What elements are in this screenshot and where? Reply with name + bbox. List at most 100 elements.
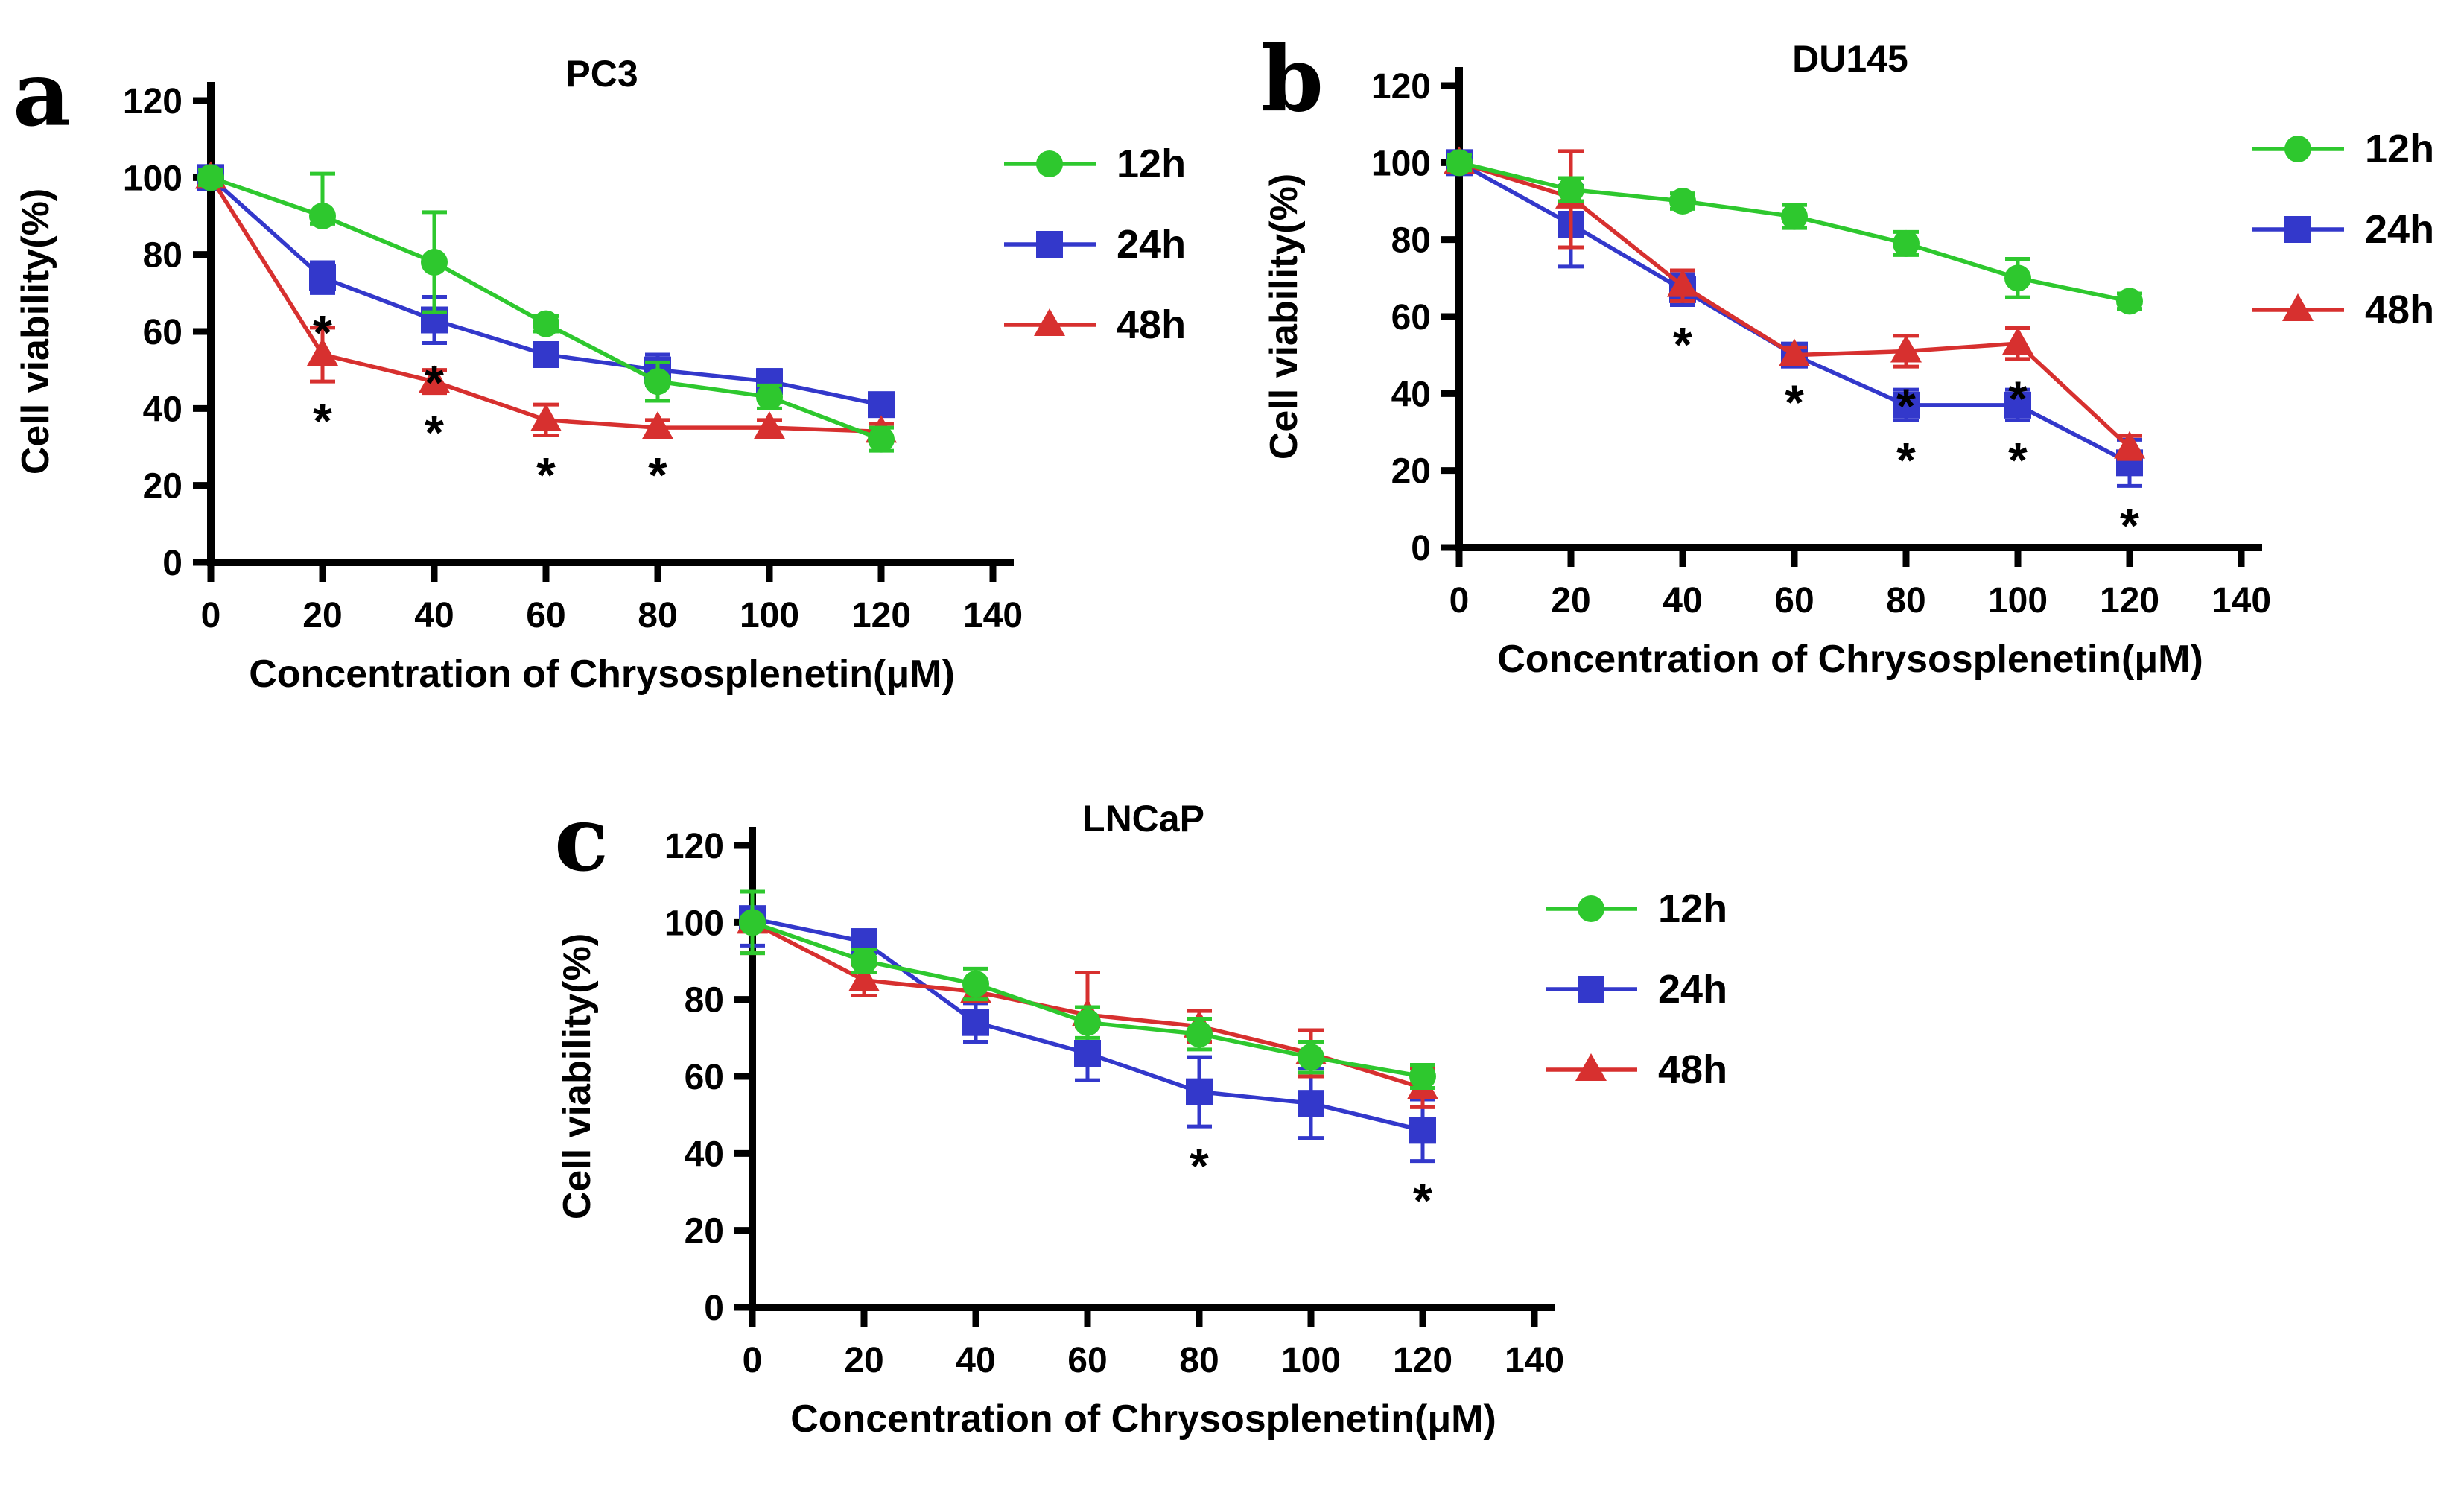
figure-root: a PC3 0 20 40 60 80 100 120 0 20 40 60 80 100 120 140 Con… xyxy=(10,22,2464,1441)
legend: 12h 24h 48h xyxy=(2252,127,2434,332)
x-tick-label: 20 xyxy=(1551,581,1590,621)
data-point-12h xyxy=(1074,1009,1101,1036)
data-point-12h xyxy=(756,383,783,410)
x-tick-label: 140 xyxy=(2211,581,2271,621)
legend: 12h 24h 48h xyxy=(1004,142,1186,347)
x-tick-label: 140 xyxy=(963,596,1023,635)
data-point-24h xyxy=(1409,1117,1436,1144)
x-tick-label: 120 xyxy=(1393,1341,1452,1380)
legend-label: 24h xyxy=(1117,222,1186,267)
y-axis-label: Cell viability(%) xyxy=(14,188,57,475)
x-tick-label: 100 xyxy=(740,596,799,635)
panel-letter: c xyxy=(554,787,609,892)
x-tick-label: 60 xyxy=(1067,1341,1107,1380)
y-tick-label: 80 xyxy=(1391,221,1431,261)
legend-entry-24h: 24h xyxy=(2252,207,2434,252)
legend-label: 48h xyxy=(2365,288,2434,332)
series-24h xyxy=(197,164,895,419)
y-tick-label: 120 xyxy=(664,827,724,866)
legend-label: 24h xyxy=(2365,207,2434,252)
panel-b: b DU145 0 20 40 60 80 100 120 0 20 40 60 80 100 120 140 C… xyxy=(1258,22,2464,741)
data-point-48h xyxy=(419,365,450,393)
y-tick-label: 40 xyxy=(685,1135,724,1174)
x-tick-label: 100 xyxy=(1988,581,2048,621)
x-tick-group: 0 20 40 60 80 100 120 140 xyxy=(1449,548,2271,621)
y-tick-label: 60 xyxy=(1391,298,1431,337)
data-point-48h xyxy=(307,338,338,366)
data-point-12h xyxy=(1186,1021,1213,1048)
data-point-24h xyxy=(868,391,895,419)
data-point-12h xyxy=(1446,149,1473,177)
legend-entry-48h: 48h xyxy=(1004,302,1186,347)
legend-marker-triangle xyxy=(1034,308,1065,336)
significance-asterisk: * xyxy=(1190,1138,1209,1193)
y-tick-label: 60 xyxy=(685,1058,724,1097)
x-axis-label: Concentration of Chrysosplenetin(μM) xyxy=(1497,638,2203,681)
data-point-12h xyxy=(1893,229,1920,257)
y-axis-label: Cell viability(%) xyxy=(1263,174,1306,460)
y-tick-group: 0 20 40 60 80 100 120 xyxy=(123,82,211,583)
x-tick-label: 120 xyxy=(2100,581,2159,621)
data-point-48h xyxy=(2114,431,2145,459)
legend-marker-circle xyxy=(1578,895,1604,922)
x-tick-label: 80 xyxy=(638,596,677,635)
y-tick-group: 0 20 40 60 80 100 120 xyxy=(1371,67,1459,568)
panel-letter: a xyxy=(13,42,71,147)
x-tick-label: 0 xyxy=(201,596,221,635)
data-point-12h xyxy=(644,368,671,396)
legend-label: 12h xyxy=(2365,127,2434,171)
data-point-24h xyxy=(1186,1078,1213,1105)
significance-asterisk: * xyxy=(313,305,332,360)
y-tick-label: 120 xyxy=(123,82,182,121)
series-12h xyxy=(1446,149,2143,315)
significance-asterisk: * xyxy=(1413,1173,1432,1228)
data-point-48h xyxy=(530,403,562,431)
x-tick-label: 120 xyxy=(851,596,911,635)
data-point-12h xyxy=(1781,203,1808,230)
data-point-12h xyxy=(2004,264,2031,292)
y-tick-label: 40 xyxy=(143,390,182,429)
significance-asterisk: * xyxy=(1785,375,1804,430)
significance-asterisk: * xyxy=(1896,378,1916,434)
y-tick-group: 0 20 40 60 80 100 120 xyxy=(664,827,752,1328)
legend-marker-circle xyxy=(2284,136,2311,162)
data-point-12h xyxy=(1298,1044,1324,1071)
legend-marker-triangle xyxy=(2282,293,2314,321)
significance-asterisk: * xyxy=(536,448,556,503)
panel-a: a PC3 0 20 40 60 80 100 120 0 20 40 60 80 100 120 140 Con… xyxy=(10,37,1216,756)
legend-marker-square xyxy=(2284,216,2311,243)
legend-marker-square xyxy=(1036,231,1063,258)
y-tick-label: 40 xyxy=(1391,375,1431,414)
chart-a: a PC3 0 20 40 60 80 100 120 0 20 40 60 80 100 120 140Con… xyxy=(13,42,1186,696)
significance-group: ** ***** xyxy=(1673,317,2139,553)
x-tick-label: 80 xyxy=(1179,1341,1219,1380)
data-point-12h xyxy=(1669,188,1696,215)
y-tick-label: 20 xyxy=(1391,452,1431,492)
significance-asterisk: * xyxy=(2120,498,2139,553)
x-tick-label: 60 xyxy=(1774,581,1814,621)
y-tick-label: 100 xyxy=(123,159,182,198)
data-point-24h xyxy=(309,264,336,291)
series-12h xyxy=(197,164,895,453)
y-tick-label: 100 xyxy=(664,904,724,943)
series-12h xyxy=(739,889,1436,1090)
x-tick-group: 0 20 40 60 80 100 120 140 xyxy=(743,1307,1564,1380)
significance-asterisk: * xyxy=(1896,433,1916,488)
data-point-12h xyxy=(197,164,224,191)
legend-label: 48h xyxy=(1658,1047,1727,1092)
data-point-24h xyxy=(1298,1090,1324,1117)
significance-asterisk: * xyxy=(648,448,667,503)
x-tick-label: 40 xyxy=(1663,581,1702,621)
x-tick-label: 80 xyxy=(1886,581,1925,621)
legend-marker-circle xyxy=(1036,150,1063,177)
data-point-24h xyxy=(1893,391,1920,419)
y-tick-label: 120 xyxy=(1371,67,1431,107)
data-point-48h xyxy=(848,963,880,991)
data-point-48h xyxy=(1890,334,1922,363)
data-point-12h xyxy=(739,909,766,936)
data-point-12h xyxy=(2116,288,2143,315)
series-48h xyxy=(195,161,897,443)
y-tick-label: 0 xyxy=(704,1289,724,1328)
